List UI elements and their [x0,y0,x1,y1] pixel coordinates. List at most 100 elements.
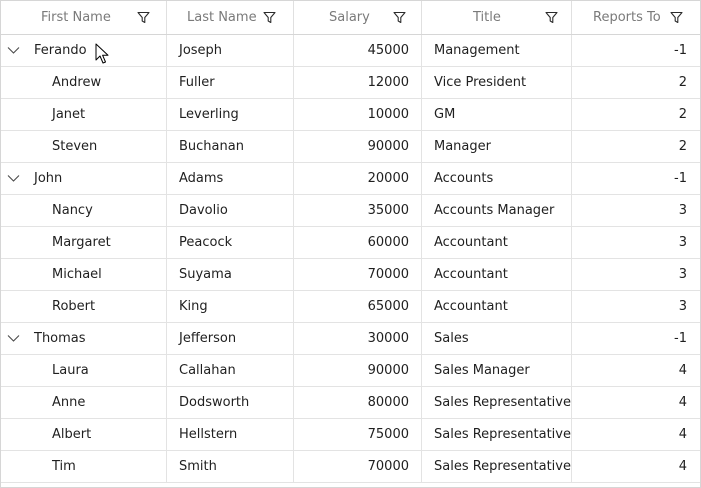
table-row[interactable]: Robert King 65000 Accountant 3 [1,291,700,323]
column-header-label: First Name [41,10,111,25]
column-header-label: Title [473,10,501,25]
cell-reports-to: 2 [678,75,687,90]
filter-icon[interactable] [670,11,683,24]
cell-salary: 30000 [294,323,422,354]
table-row[interactable]: Laura Callahan 90000 Sales Manager 4 [1,355,700,387]
cell-last-name: Hellstern [167,419,294,450]
cell-title: Management [422,35,572,66]
cell-title: Manager [422,131,572,162]
cell-last-name: Smith [167,451,294,482]
column-header-first-name[interactable]: First Name [1,1,167,34]
cell-reports-to: 3 [678,235,687,250]
cell-title: Accountant [422,259,572,290]
cell-reports-to: 4 [678,363,687,378]
filter-icon[interactable] [393,11,406,24]
cell-last-name: Suyama [167,259,294,290]
cell-reports-to: -1 [674,171,687,186]
cell-salary: 90000 [294,131,422,162]
cell-title: Sales Representative [422,387,572,418]
table-row[interactable]: Nancy Davolio 35000 Accounts Manager 3 [1,195,700,227]
cell-reports-to: 4 [678,395,687,410]
cell-last-name: Davolio [167,195,294,226]
cell-title: Accountant [422,227,572,258]
horizontal-scroll-gap [1,483,700,487]
cell-salary: 35000 [294,195,422,226]
cell-first-name: Janet [1,99,167,130]
cell-first-name: Albert [1,419,167,450]
cell-salary: 75000 [294,419,422,450]
cell-reports-to: 3 [678,299,687,314]
column-header-salary[interactable]: Salary [294,1,422,34]
cell-salary: 12000 [294,67,422,98]
cell-last-name: Buchanan [167,131,294,162]
cell-last-name: Fuller [167,67,294,98]
chevron-down-icon[interactable] [7,174,20,183]
filter-icon[interactable] [545,11,558,24]
cell-salary: 80000 [294,387,422,418]
tree-parent-row[interactable]: Ferando Joseph 45000 Management -1 [1,35,700,67]
cell-last-name: Adams [167,163,294,194]
tree-parent-row[interactable]: John Adams 20000 Accounts -1 [1,163,700,195]
cell-title: Sales Manager [422,355,572,386]
cell-reports-to: 3 [678,203,687,218]
cell-first-name: Michael [1,259,167,290]
cell-last-name: King [167,291,294,322]
cell-reports-to: 3 [678,267,687,282]
cell-first-name: Andrew [1,67,167,98]
cell-title: Accounts [422,163,572,194]
chevron-down-icon[interactable] [7,46,20,55]
column-header-last-name[interactable]: Last Name [167,1,294,34]
column-header-label: Last Name [187,10,257,25]
filter-icon[interactable] [263,11,276,24]
table-row[interactable]: Andrew Fuller 12000 Vice President 2 [1,67,700,99]
table-row[interactable]: Janet Leverling 10000 GM 2 [1,99,700,131]
cell-reports-to: -1 [674,43,687,58]
cell-first-name: Steven [1,131,167,162]
table-row[interactable]: Michael Suyama 70000 Accountant 3 [1,259,700,291]
cell-salary: 70000 [294,451,422,482]
column-header-label: Salary [329,10,370,25]
column-header-title[interactable]: Title [422,1,572,34]
cell-reports-to: 2 [678,139,687,154]
table-row[interactable]: Margaret Peacock 60000 Accountant 3 [1,227,700,259]
cell-title: Sales Representative [422,419,572,450]
cell-salary: 65000 [294,291,422,322]
cell-last-name: Peacock [167,227,294,258]
cell-first-name: Robert [1,291,167,322]
column-header-reports-to[interactable]: Reports To [572,1,700,34]
cell-title: Vice President [422,67,572,98]
table-row[interactable]: Tim Smith 70000 Sales Representative 4 [1,451,700,483]
cell-first-name: Anne [1,387,167,418]
cell-reports-to: -1 [674,331,687,346]
cell-first-name: Nancy [1,195,167,226]
table-row[interactable]: Steven Buchanan 90000 Manager 2 [1,131,700,163]
cell-first-name: Thomas [1,323,167,354]
filter-icon[interactable] [137,11,150,24]
cell-first-name: Laura [1,355,167,386]
cell-title: Sales Representative [422,451,572,482]
table-row[interactable]: Albert Hellstern 75000 Sales Representative… [1,419,700,451]
cell-salary: 90000 [294,355,422,386]
tree-parent-row[interactable]: Thomas Jefferson 30000 Sales -1 [1,323,700,355]
cell-first-name: Tim [1,451,167,482]
cell-title: Sales [422,323,572,354]
cell-first-name: John [1,163,167,194]
cell-first-name: Margaret [1,227,167,258]
cell-first-name: Ferando [1,35,167,66]
cell-reports-to: 2 [678,107,687,122]
cell-salary: 45000 [294,35,422,66]
cell-title: Accountant [422,291,572,322]
cell-salary: 70000 [294,259,422,290]
cell-salary: 60000 [294,227,422,258]
cell-title: Accounts Manager [422,195,572,226]
cell-salary: 20000 [294,163,422,194]
table-row[interactable]: Anne Dodsworth 80000 Sales Representative 4 [1,387,700,419]
column-header-label: Reports To [593,10,661,25]
cell-last-name: Joseph [167,35,294,66]
cell-title: GM [422,99,572,130]
cell-reports-to: 4 [678,459,687,474]
cell-last-name: Leverling [167,99,294,130]
cell-last-name: Callahan [167,355,294,386]
chevron-down-icon[interactable] [7,334,20,343]
